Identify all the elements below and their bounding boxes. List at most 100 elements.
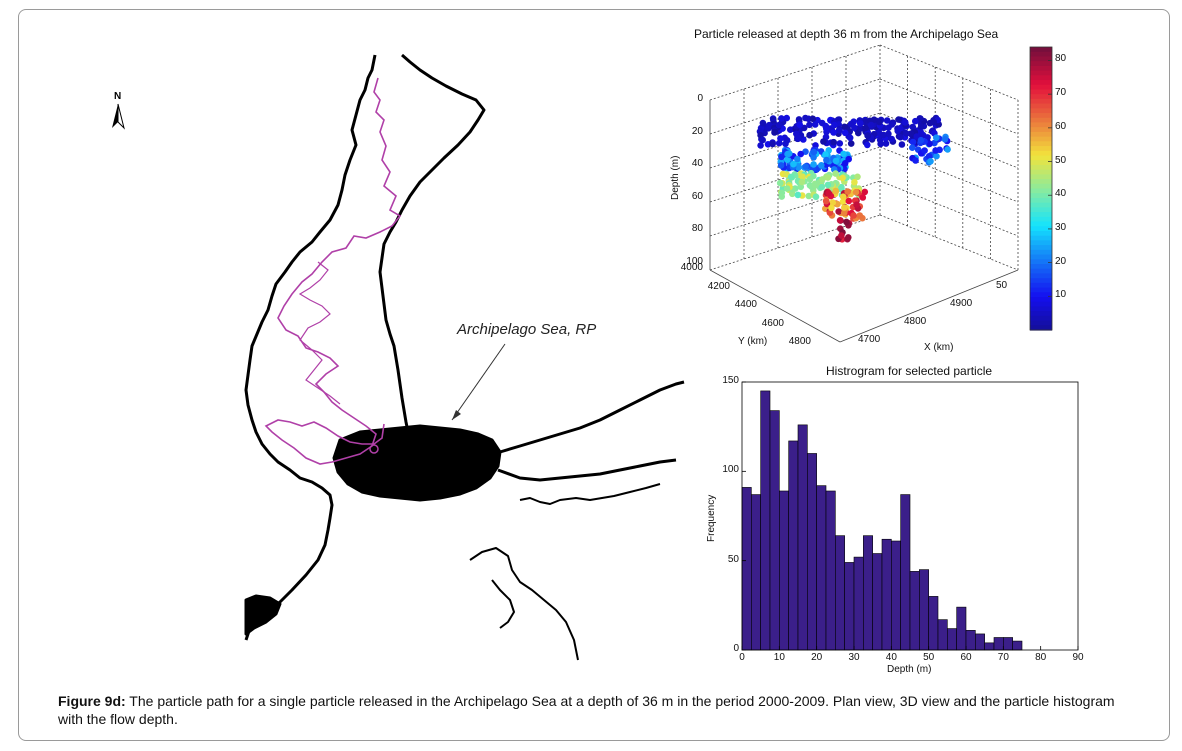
scatter3d-x-tick: 4700	[858, 334, 881, 345]
scatter3d-z-tick: 20	[691, 125, 703, 137]
scatter3d-z-tick: 0	[697, 93, 703, 104]
particle-path-2	[298, 261, 341, 405]
histogram-bar	[760, 390, 771, 651]
scatter3d-point	[917, 136, 925, 144]
histogram-bar	[816, 485, 827, 651]
histogram-x-tick: 50	[923, 652, 935, 663]
histogram-x-tick: 40	[885, 652, 897, 663]
scatter3d-point	[823, 125, 830, 132]
colorbar-segment	[1030, 263, 1052, 270]
colorbar-segment	[1030, 113, 1052, 119]
histogram-bar	[741, 487, 752, 651]
box-edge	[879, 44, 1019, 101]
scatter3d-point	[885, 124, 892, 131]
scatter3d-point	[777, 135, 784, 142]
colorbar-segment	[1030, 61, 1052, 67]
scatter3d-point	[831, 121, 838, 129]
scatter3d-point	[796, 121, 803, 128]
scatter3d-point	[885, 130, 892, 138]
scatter3d-point	[825, 189, 832, 197]
scatter3d-point	[843, 218, 850, 226]
colorbar-segment	[1030, 70, 1052, 76]
histogram-bar	[984, 642, 995, 651]
scatter3d-point	[832, 157, 840, 165]
histogram-bar	[965, 630, 976, 651]
colorbar-segment	[1030, 103, 1052, 109]
colorbar-segment	[1030, 292, 1052, 298]
colorbar-segment	[1030, 221, 1052, 227]
histogram-bar	[956, 606, 967, 651]
scatter3d-point	[757, 142, 764, 149]
scatter3d-point	[832, 187, 840, 195]
scatter3d-point	[778, 193, 785, 200]
box-edge	[879, 214, 1019, 271]
scatter3d-point	[850, 212, 857, 219]
southern-coast	[499, 380, 685, 454]
histogram-bar	[975, 633, 985, 651]
colorbar-segment	[1030, 98, 1052, 105]
colorbar-segment	[1030, 65, 1052, 72]
scatter3d-point	[790, 160, 797, 168]
colorbar-segment	[1030, 306, 1052, 312]
estonia-coast	[469, 547, 579, 661]
scatter3d-point	[927, 158, 934, 165]
scatter3d-x-tick: 4800	[904, 316, 927, 327]
colorbar-segment	[1030, 287, 1052, 293]
colorbar-segment	[1030, 75, 1052, 81]
scatter3d-point	[765, 121, 773, 129]
scatter3d-point	[771, 128, 779, 136]
scatter3d-point	[824, 181, 832, 189]
colorbar-segment	[1030, 155, 1052, 161]
estonia-coast-2	[491, 579, 515, 629]
scatter3d-point	[883, 117, 891, 124]
histogram-x-tick: 90	[1072, 652, 1084, 663]
scatter3d-point	[862, 124, 869, 132]
scatter3d-point	[917, 115, 924, 122]
scatter3d-point	[785, 150, 793, 157]
annotation-archipelago-sea: Archipelago Sea, RP	[457, 321, 597, 338]
colorbar-segment	[1030, 245, 1052, 251]
scatter3d-point	[912, 117, 919, 125]
scatter3d-point	[864, 132, 872, 139]
y-axis	[709, 269, 841, 343]
scatter3d-point	[930, 118, 937, 126]
scatter3d-z-tick: 40	[691, 158, 703, 170]
scatter3d-point	[759, 136, 766, 144]
histogram-x-tick: 80	[1035, 652, 1047, 663]
scatter3d-point	[841, 123, 848, 131]
scatter3d-point	[880, 131, 887, 139]
colorbar-segment	[1030, 226, 1052, 232]
scatter3d-xlabel: X (km)	[924, 342, 954, 353]
scatter3d-point	[810, 161, 817, 168]
colorbar-segment	[1030, 136, 1052, 142]
colorbar-segment	[1030, 301, 1052, 308]
colorbar-segment	[1030, 47, 1052, 53]
scatter3d-point	[769, 140, 776, 148]
scatter3d-point	[798, 178, 806, 186]
colorbar-segment	[1030, 108, 1052, 114]
figure-frame	[18, 9, 1170, 741]
x-axis	[839, 269, 1019, 343]
scatter3d-point	[820, 138, 827, 145]
colorbar-segment	[1030, 193, 1052, 199]
scatter3d-point	[841, 204, 848, 211]
colorbar-tick-label: 80	[1055, 53, 1067, 65]
scatter3d-point	[841, 129, 849, 137]
histogram-bar	[788, 440, 799, 651]
plan-view-map: N	[112, 53, 685, 661]
scatter3d-point	[839, 193, 847, 200]
scatter3d-point	[793, 130, 800, 138]
scatter3d-y-tick: 4800	[788, 336, 811, 347]
scatter3d-point	[856, 212, 864, 219]
colorbar-segment	[1030, 282, 1052, 289]
scatter3d-point	[797, 150, 804, 158]
histogram-bar	[751, 494, 761, 651]
colorbar-segment	[1030, 315, 1052, 322]
histogram-bar	[937, 619, 948, 651]
map-land	[244, 53, 685, 661]
scatter3d-point	[822, 197, 830, 205]
histogram-bar	[825, 490, 836, 651]
scatter3d-point	[907, 130, 915, 137]
scatter3d-point	[851, 178, 858, 186]
